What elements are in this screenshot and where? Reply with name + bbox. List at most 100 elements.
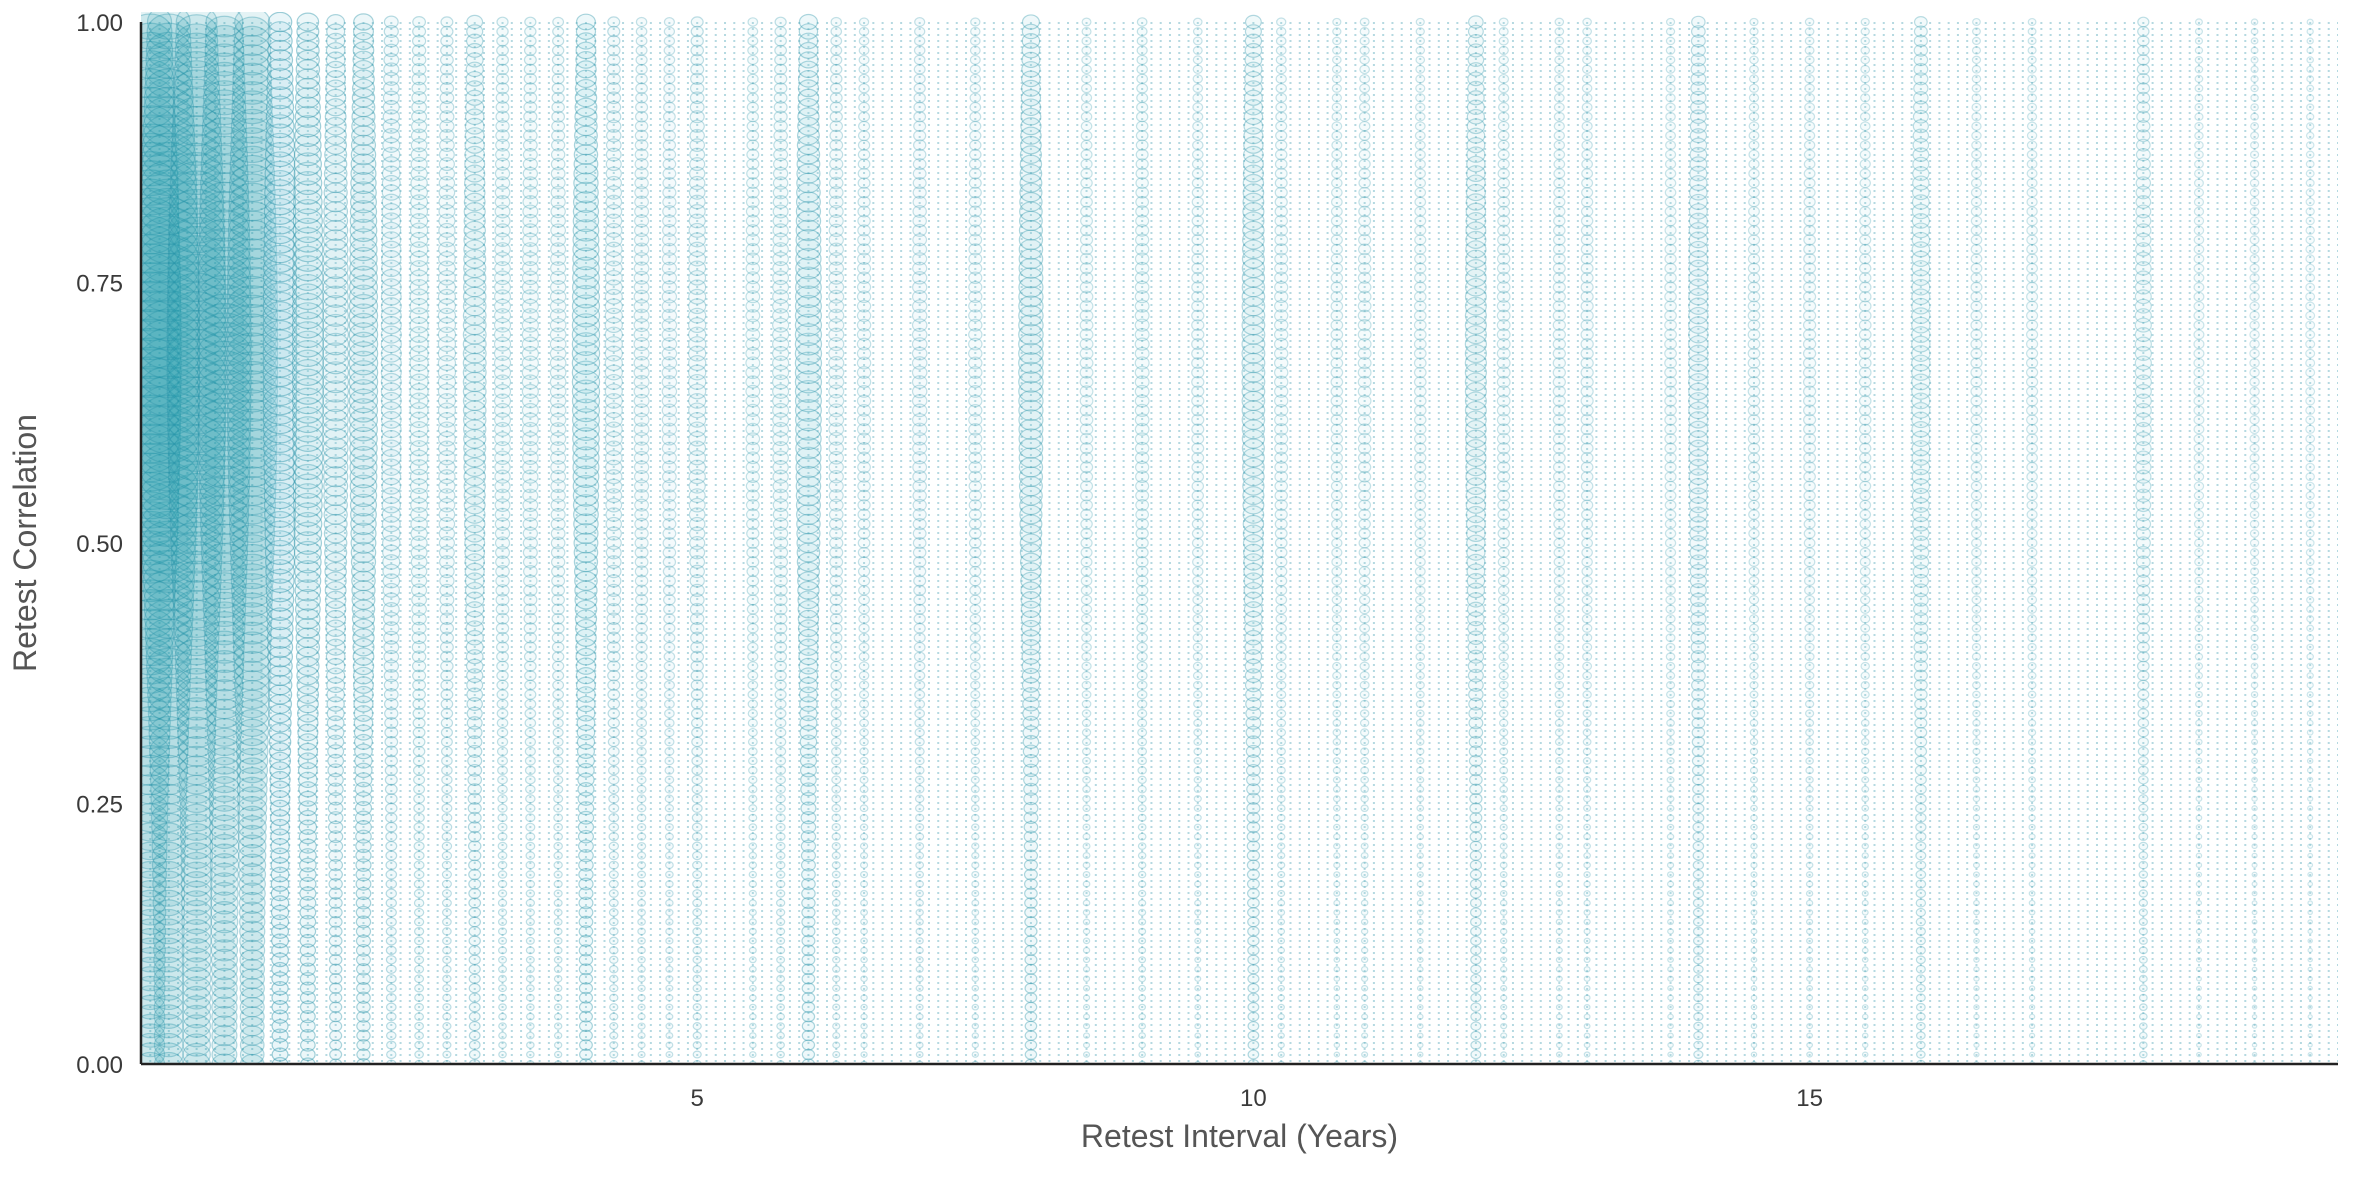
- correlation-bubble: [913, 82, 926, 94]
- correlation-bubble: [497, 908, 508, 917]
- correlation-bubble: [774, 698, 787, 710]
- correlation-bubble: [141, 327, 182, 380]
- correlation-bubble: [1555, 918, 1563, 926]
- correlation-bubble: [1192, 633, 1203, 643]
- correlation-bubble: [1664, 423, 1677, 436]
- correlation-bubble: [859, 842, 869, 850]
- correlation-bubble: [1416, 909, 1424, 916]
- correlation-bubble: [226, 313, 279, 356]
- correlation-bubble: [1581, 509, 1594, 521]
- correlation-bubble: [971, 889, 980, 898]
- correlation-bubble: [1581, 537, 1594, 549]
- correlation-bubble: [665, 1013, 674, 1021]
- correlation-bubble: [209, 843, 240, 868]
- correlation-bubble: [1136, 73, 1149, 85]
- correlation-bubble: [971, 956, 980, 964]
- correlation-bubble: [1553, 509, 1566, 521]
- correlation-bubble: [496, 689, 509, 700]
- correlation-bubble: [149, 745, 189, 777]
- correlation-bubble: [1692, 869, 1705, 880]
- correlation-bubble: [145, 50, 193, 89]
- correlation-bubble: [525, 898, 536, 908]
- correlation-bubble: [1581, 83, 1593, 94]
- correlation-bubble: [1333, 1004, 1341, 1011]
- correlation-bubble: [468, 907, 482, 918]
- correlation-bubble: [830, 54, 843, 66]
- correlation-bubble: [832, 984, 841, 992]
- correlation-bubble: [1193, 795, 1202, 803]
- correlation-bubble: [1664, 328, 1677, 341]
- correlation-bubble: [262, 367, 298, 397]
- correlation-bubble: [1332, 776, 1341, 784]
- correlation-bubble: [692, 936, 703, 946]
- interval-bubble-column: [1134, 17, 1150, 1064]
- correlation-bubble: [553, 860, 563, 870]
- correlation-bubble: [858, 26, 870, 37]
- correlation-bubble: [1581, 623, 1593, 633]
- correlation-bubble: [551, 660, 565, 672]
- correlation-bubble: [1277, 851, 1286, 860]
- correlation-bubble: [1136, 699, 1148, 709]
- correlation-bubble: [748, 823, 758, 832]
- correlation-bubble: [1583, 833, 1592, 841]
- correlation-bubble: [269, 809, 291, 827]
- correlation-bubble: [858, 594, 870, 606]
- correlation-bubble: [171, 115, 222, 157]
- correlation-bubble: [167, 424, 226, 472]
- correlation-bubble: [971, 994, 980, 1002]
- correlation-bubble: [609, 984, 619, 993]
- correlation-bubble: [1693, 955, 1704, 965]
- correlation-bubble: [1359, 45, 1370, 56]
- correlation-bubble: [1332, 27, 1342, 36]
- correlation-bubble: [208, 776, 241, 803]
- correlation-bubble: [1469, 812, 1483, 824]
- correlation-bubble: [664, 775, 675, 785]
- correlation-bubble: [141, 252, 200, 303]
- correlation-bubble: [233, 650, 272, 682]
- correlation-bubble: [525, 936, 535, 945]
- correlation-bubble: [914, 718, 925, 728]
- correlation-bubble: [1024, 973, 1038, 985]
- correlation-bubble: [608, 832, 620, 842]
- correlation-bubble: [141, 471, 180, 520]
- correlation-bubble: [141, 491, 198, 538]
- correlation-bubble: [1333, 852, 1341, 859]
- correlation-bubble: [203, 70, 246, 106]
- correlation-bubble: [1192, 604, 1204, 615]
- correlation-bubble: [148, 706, 190, 740]
- correlation-bubble: [200, 523, 249, 563]
- correlation-bubble: [637, 984, 646, 992]
- correlation-bubble: [969, 139, 982, 151]
- correlation-bubble: [747, 708, 758, 719]
- correlation-bubble: [1275, 92, 1288, 103]
- correlation-bubble: [1332, 17, 1342, 27]
- correlation-bubble: [859, 718, 869, 728]
- correlation-bubble: [1359, 73, 1371, 84]
- correlation-bubble: [748, 880, 758, 888]
- correlation-bubble: [1194, 909, 1202, 916]
- correlation-bubble: [267, 684, 293, 705]
- correlation-bubble: [1582, 747, 1592, 756]
- correlation-bubble: [915, 870, 925, 879]
- correlation-bubble: [1330, 404, 1344, 417]
- correlation-bubble: [1667, 937, 1675, 945]
- correlation-bubble: [1469, 850, 1483, 861]
- correlation-bubble: [1137, 861, 1147, 869]
- correlation-bubble: [146, 22, 192, 60]
- correlation-bubble: [1193, 699, 1203, 709]
- correlation-bubble: [747, 45, 759, 56]
- correlation-bubble: [524, 736, 537, 747]
- correlation-bubble: [175, 12, 218, 40]
- correlation-bubble: [237, 824, 267, 849]
- correlation-bubble: [386, 1021, 397, 1031]
- correlation-bubble: [635, 651, 648, 663]
- interval-bubble-column: [1464, 15, 1488, 1064]
- correlation-bubble: [141, 1042, 166, 1064]
- correlation-bubble: [385, 917, 397, 927]
- correlation-bubble: [231, 81, 273, 115]
- correlation-bubble: [526, 1050, 535, 1059]
- correlation-bubble: [1500, 1003, 1508, 1011]
- correlation-bubble: [915, 813, 925, 822]
- correlation-bubble: [1275, 64, 1287, 75]
- correlation-bubble: [496, 708, 509, 719]
